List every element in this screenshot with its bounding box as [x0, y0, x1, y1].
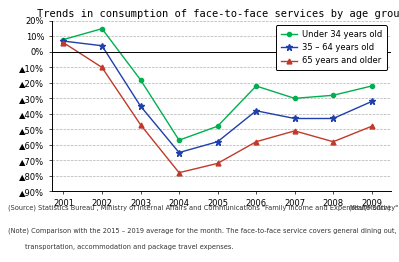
Text: (Note) Comparison with the 2015 – 2019 average for the month. The face-to-face s: (Note) Comparison with the 2015 – 2019 a…	[8, 228, 397, 234]
65 years and older	[369, 125, 374, 128]
Line: 65 years and older: 65 years and older	[61, 40, 374, 175]
Under 34 years old	[61, 38, 66, 41]
Title: Trends in consumption of face-to-face services by age group: Trends in consumption of face-to-face se…	[37, 9, 399, 19]
65 years and older	[100, 66, 105, 69]
Line: Under 34 years old: Under 34 years old	[61, 27, 374, 142]
Text: (Source) Statistics Bureau , Ministry of Internal Affairs and Communications "Fa: (Source) Statistics Bureau , Ministry of…	[8, 204, 398, 211]
Under 34 years old	[100, 27, 105, 30]
Text: transportation, accommodation and package travel expenses.: transportation, accommodation and packag…	[8, 244, 233, 250]
65 years and older	[215, 162, 220, 165]
35 – 64 years old	[177, 151, 182, 154]
65 years and older	[292, 129, 297, 133]
Under 34 years old	[331, 94, 336, 97]
Legend: Under 34 years old, 35 – 64 years old, 65 years and older: Under 34 years old, 35 – 64 years old, 6…	[276, 25, 387, 70]
35 – 64 years old	[292, 117, 297, 120]
65 years and older	[61, 41, 66, 44]
65 years and older	[254, 140, 259, 143]
Line: 35 – 64 years old: 35 – 64 years old	[60, 38, 375, 156]
65 years and older	[138, 123, 143, 126]
65 years and older	[331, 140, 336, 143]
Under 34 years old	[215, 125, 220, 128]
35 – 64 years old	[61, 40, 66, 43]
Under 34 years old	[254, 84, 259, 88]
Text: (Year/Month): (Year/Month)	[348, 204, 391, 211]
65 years and older	[177, 171, 182, 174]
35 – 64 years old	[331, 117, 336, 120]
35 – 64 years old	[254, 109, 259, 112]
35 – 64 years old	[100, 44, 105, 47]
35 – 64 years old	[138, 105, 143, 108]
35 – 64 years old	[369, 100, 374, 103]
Under 34 years old	[369, 84, 374, 88]
Under 34 years old	[177, 139, 182, 142]
Under 34 years old	[138, 78, 143, 81]
35 – 64 years old	[215, 140, 220, 143]
Under 34 years old	[292, 97, 297, 100]
